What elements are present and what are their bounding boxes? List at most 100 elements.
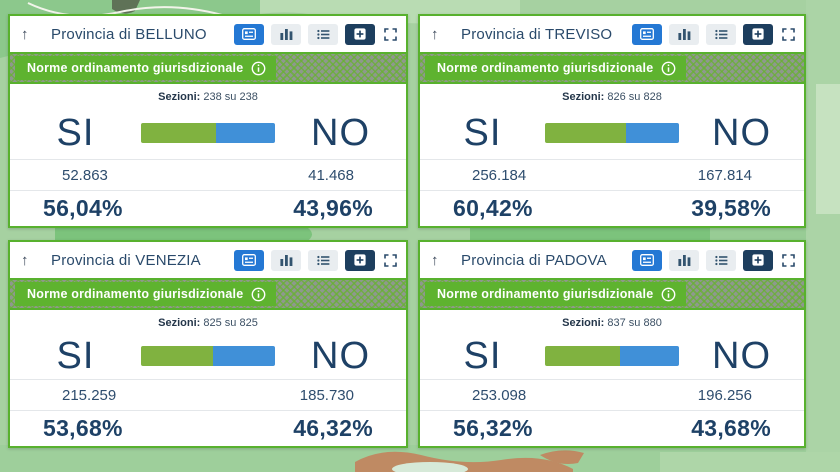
province-panel-venezia: ↑ Provincia di VENEZIA Norme ordinamento… xyxy=(8,240,408,448)
info-icon[interactable] xyxy=(251,61,266,76)
bar-chart-view-button[interactable] xyxy=(271,249,301,271)
percent-row: 53,68% 46,32% xyxy=(10,410,406,446)
bar-chart-view-button[interactable] xyxy=(271,23,301,45)
percent-row: 56,04% 43,96% xyxy=(10,190,406,226)
measure-banner: Norme ordinamento giurisdizionale xyxy=(10,52,406,84)
sections-value: 825 su 825 xyxy=(203,317,258,329)
si-no-row: SI NO xyxy=(10,332,406,379)
info-icon[interactable] xyxy=(661,287,676,302)
fullscreen-icon xyxy=(384,27,397,41)
si-percent: 53,68% xyxy=(43,415,123,441)
measure-banner: Norme ordinamento giurisdizionale xyxy=(420,52,804,84)
info-icon[interactable] xyxy=(251,287,266,302)
list-view-button[interactable] xyxy=(308,23,338,45)
bar-chart-view-button[interactable] xyxy=(669,23,699,45)
no-label: NO xyxy=(712,334,771,377)
sections-line: Sezioni: 238 su 238 xyxy=(10,84,406,106)
votes-row: 215.259 185.730 xyxy=(10,379,406,410)
fullscreen-button[interactable] xyxy=(782,27,795,41)
si-votes: 253.098 xyxy=(472,386,527,404)
measure-chip: Norme ordinamento giurisdizionale xyxy=(15,56,277,80)
si-bar-segment xyxy=(141,122,217,143)
no-bar-segment xyxy=(620,345,679,366)
info-icon[interactable] xyxy=(661,61,676,76)
measure-banner: Norme ordinamento giurisdizionale xyxy=(10,278,406,310)
no-votes: 185.730 xyxy=(299,386,354,404)
si-no-row: SI NO xyxy=(420,106,804,159)
measure-label: Norme ordinamento giurisdizionale xyxy=(437,61,654,75)
si-votes: 256.184 xyxy=(472,166,527,184)
bar-chart-icon xyxy=(279,29,292,40)
results-card: Sezioni: 238 su 238 SI NO 52.863 41.468 … xyxy=(10,84,406,226)
sections-line: Sezioni: 826 su 828 xyxy=(420,84,804,106)
result-bar xyxy=(545,122,679,143)
measure-label: Norme ordinamento giurisdizionale xyxy=(27,61,244,75)
votes-row: 256.184 167.814 xyxy=(420,159,804,190)
si-votes: 215.259 xyxy=(62,386,117,404)
votes-row: 253.098 196.256 xyxy=(420,379,804,410)
fullscreen-button[interactable] xyxy=(782,253,795,267)
panel-title: Provincia di TREVISO xyxy=(461,25,613,43)
sections-label: Sezioni: xyxy=(562,317,605,329)
bar-chart-icon xyxy=(279,255,292,266)
list-icon xyxy=(714,29,727,39)
measure-chip: Norme ordinamento giurisdizionale xyxy=(425,282,687,306)
measure-label: Norme ordinamento giurisdizionale xyxy=(437,287,654,301)
export-overlay-button[interactable] xyxy=(743,23,773,45)
collapse-arrow-icon[interactable]: ↑ xyxy=(431,251,439,269)
panel-header: ↑ Provincia di TREVISO xyxy=(420,16,804,52)
list-view-button[interactable] xyxy=(706,249,736,271)
card-view-button[interactable] xyxy=(234,249,264,271)
card-view-button[interactable] xyxy=(632,23,662,45)
no-votes: 41.468 xyxy=(308,166,354,184)
collapse-arrow-icon[interactable]: ↑ xyxy=(21,251,29,269)
export-overlay-button[interactable] xyxy=(345,249,375,271)
percent-row: 56,32% 43,68% xyxy=(420,410,804,446)
list-view-button[interactable] xyxy=(706,23,736,45)
measure-chip: Norme ordinamento giurisdizionale xyxy=(15,282,277,306)
no-bar-segment xyxy=(625,122,679,143)
fullscreen-icon xyxy=(384,253,397,267)
card-view-icon xyxy=(242,254,256,266)
card-view-button[interactable] xyxy=(234,23,264,45)
fullscreen-button[interactable] xyxy=(384,27,397,41)
list-view-button[interactable] xyxy=(308,249,338,271)
export-overlay-icon xyxy=(752,28,764,40)
no-bar-segment xyxy=(216,122,275,143)
results-card: Sezioni: 825 su 825 SI NO 215.259 185.73… xyxy=(10,310,406,446)
fullscreen-button[interactable] xyxy=(384,253,397,267)
export-overlay-button[interactable] xyxy=(345,23,375,45)
sections-line: Sezioni: 825 su 825 xyxy=(10,310,406,332)
collapse-arrow-icon[interactable]: ↑ xyxy=(431,25,439,43)
no-percent: 43,68% xyxy=(691,415,771,441)
no-label: NO xyxy=(311,111,370,154)
card-view-icon xyxy=(640,28,654,40)
sections-label: Sezioni: xyxy=(562,91,605,103)
si-percent: 56,32% xyxy=(453,415,533,441)
result-bar xyxy=(545,345,679,366)
sections-label: Sezioni: xyxy=(158,317,201,329)
si-label: SI xyxy=(56,111,95,154)
si-votes: 52.863 xyxy=(62,166,108,184)
no-percent: 46,32% xyxy=(293,415,373,441)
panel-header: ↑ Provincia di BELLUNO xyxy=(10,16,406,52)
export-overlay-button[interactable] xyxy=(743,249,773,271)
no-percent: 43,96% xyxy=(293,195,373,221)
fullscreen-icon xyxy=(782,253,795,267)
sections-value: 837 su 880 xyxy=(607,317,662,329)
province-panel-treviso: ↑ Provincia di TREVISO Norme ordinamento… xyxy=(418,14,806,228)
no-percent: 39,58% xyxy=(691,195,771,221)
panel-title: Provincia di VENEZIA xyxy=(51,251,201,269)
measure-label: Norme ordinamento giurisdizionale xyxy=(27,287,244,301)
sections-line: Sezioni: 837 su 880 xyxy=(420,310,804,332)
si-no-row: SI NO xyxy=(10,106,406,159)
measure-banner: Norme ordinamento giurisdizionale xyxy=(420,278,804,310)
bar-chart-icon xyxy=(677,29,690,40)
province-panel-belluno: ↑ Provincia di BELLUNO Norme ordinamento… xyxy=(8,14,408,228)
card-view-button[interactable] xyxy=(632,249,662,271)
bar-chart-view-button[interactable] xyxy=(669,249,699,271)
list-icon xyxy=(316,255,329,265)
votes-row: 52.863 41.468 xyxy=(10,159,406,190)
bar-chart-icon xyxy=(677,255,690,266)
collapse-arrow-icon[interactable]: ↑ xyxy=(21,25,29,43)
